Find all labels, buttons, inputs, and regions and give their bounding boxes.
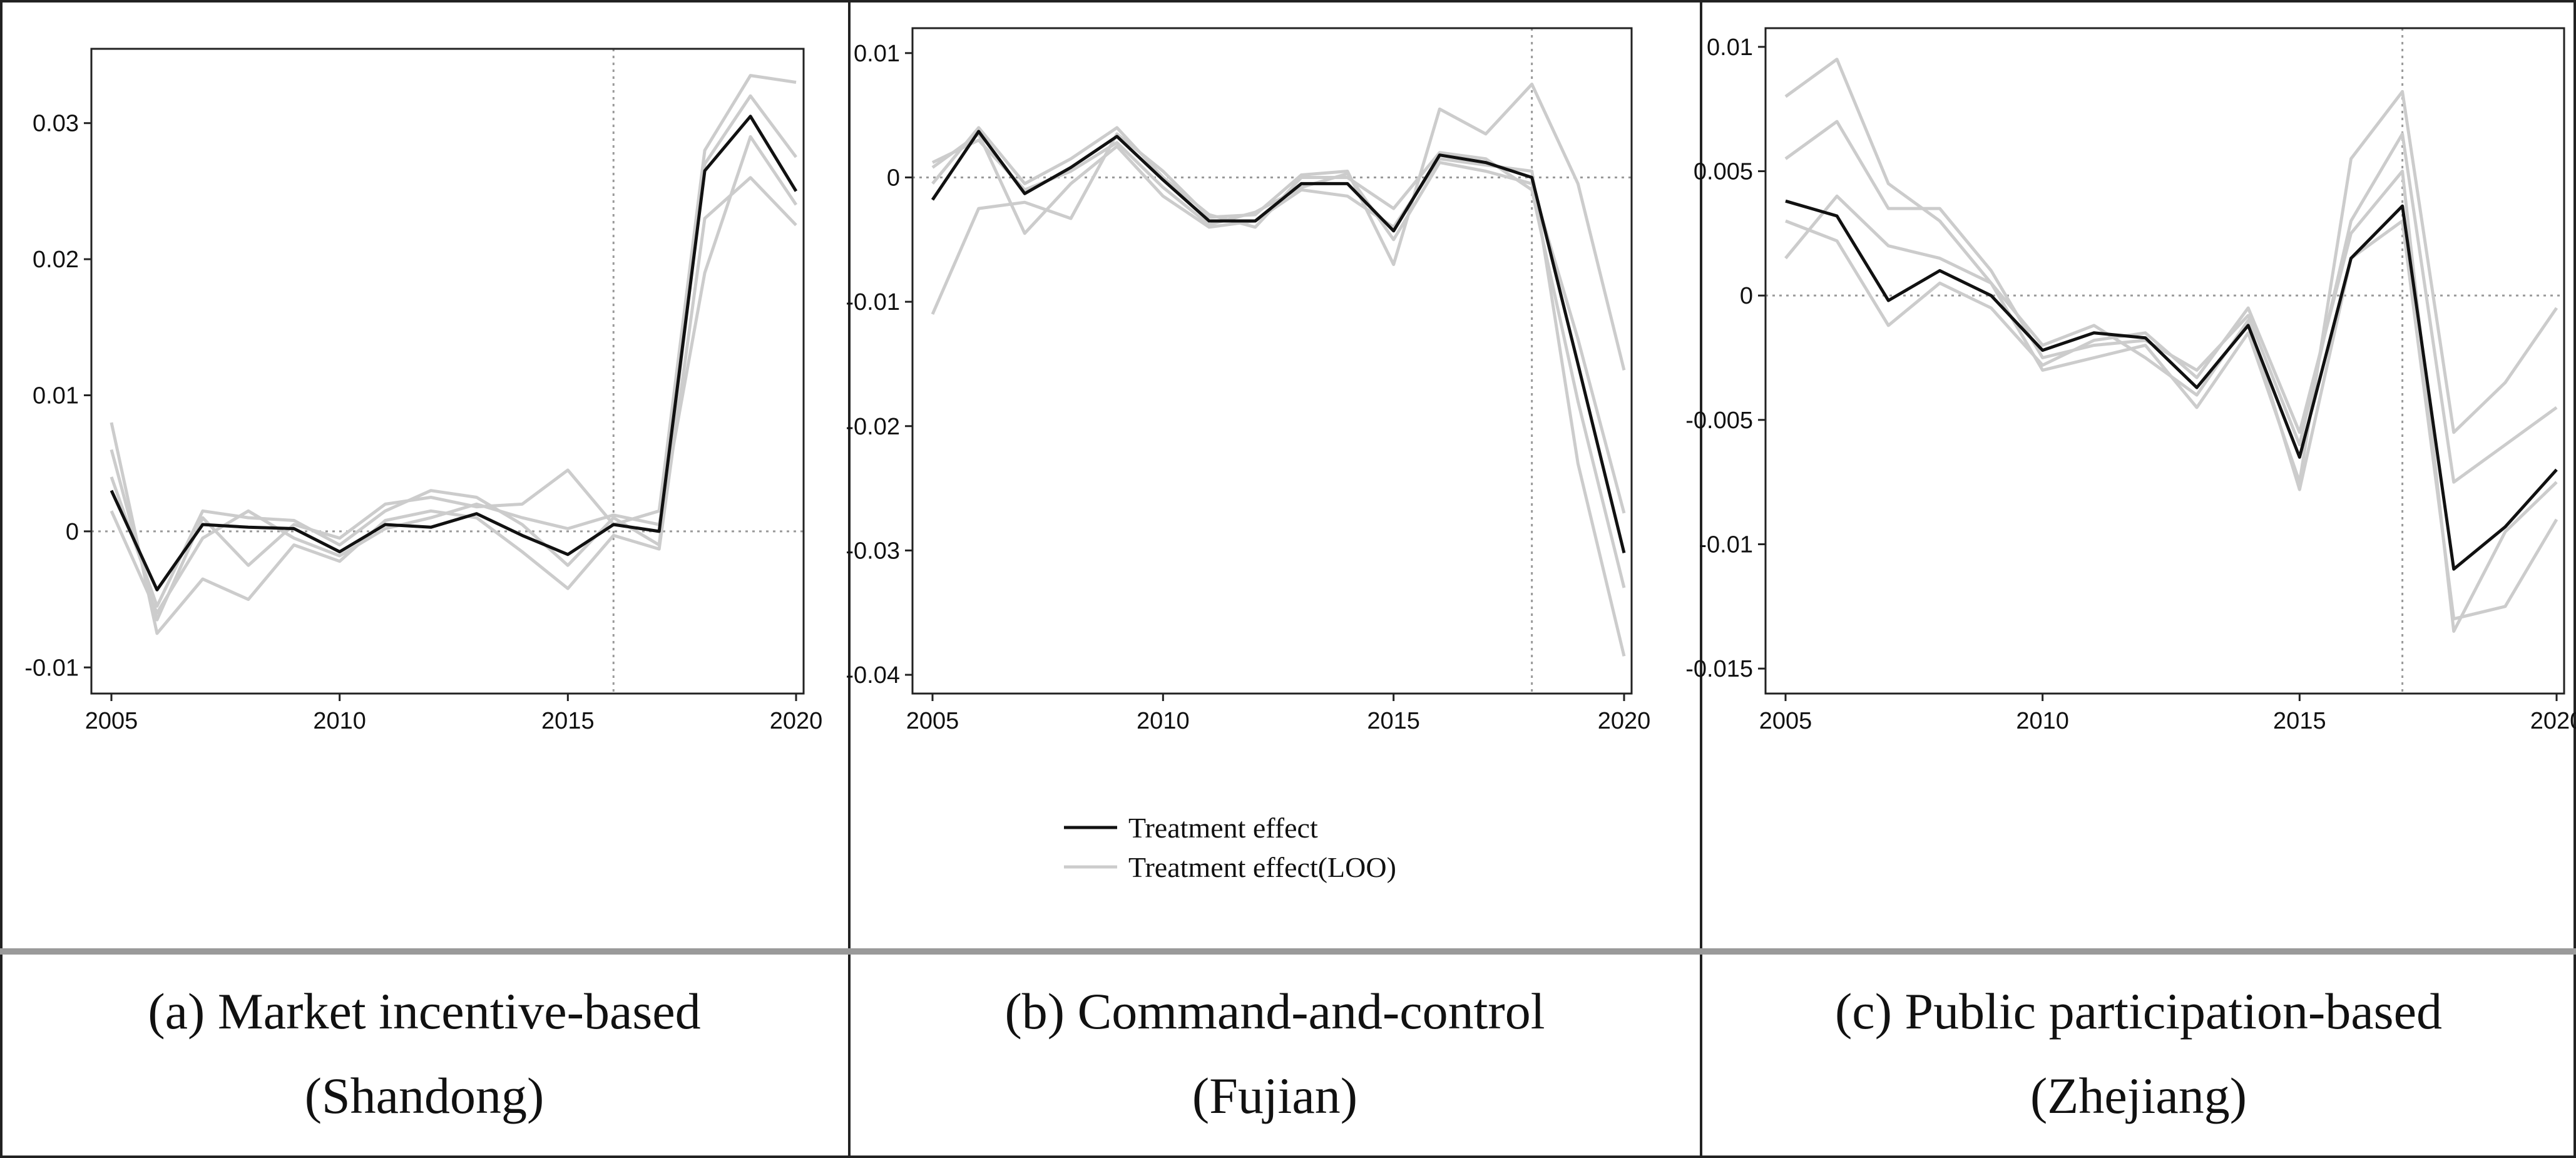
y-tick-label: 0.005 [1694,159,1753,185]
x-tick-label: 2010 [2016,708,2069,734]
caption-b-province: (Fujian) [1192,1067,1357,1124]
y-tick-label: 0 [1740,283,1753,309]
panel-a: -0.01 0 0.01 0.02 0.03 2005 2010 2015 2020 [24,48,823,734]
series-line-treatment-effect-loo-1 [931,83,1626,371]
y-tick-label: -0.015 [1685,656,1753,682]
y-tick-label: -0.005 [1685,407,1753,434]
series-line-treatment-effect-loo-2 [1784,120,2558,484]
panel-c: -0.015 -0.01 -0.005 0 0.005 0.01 2005 2010 2015 2… [1685,27,2576,734]
y-tick-label: -0.01 [24,655,79,681]
legend-label-treatment-effect-loo: Treatment effect(LOO) [1128,851,1396,883]
caption-c-province: (Zhejiang) [2030,1067,2247,1124]
y-tick-label: 0 [887,165,900,191]
x-tick-label: 2015 [2273,708,2326,734]
series-line-treatment-effect [1785,199,2558,571]
series-line-treatment-effect-loo-4 [1785,170,2558,633]
y-tick-label: 0.01 [1707,34,1753,61]
x-tick-label: 2015 [541,708,595,734]
y-tick-label: -0.01 [1699,531,1753,558]
x-tick-label: 2020 [2530,708,2576,734]
legend: Treatment effect Treatment effect(LOO) [1064,812,1396,883]
y-tick-label: 0.01 [33,382,79,409]
y-tick-label: 0.01 [854,41,900,67]
series-line-treatment-effect-loo-1 [110,176,797,635]
series-line-treatment-effect-loo-4 [110,135,798,615]
plot-frame [1764,27,2565,695]
series-line-treatment-effect [110,115,798,592]
plot-frame [90,48,805,695]
plot-frame [911,27,1633,695]
x-tick-label: 2005 [1759,708,1812,734]
x-tick-label: 2020 [770,708,823,734]
y-tick-label: -0.03 [846,538,900,564]
x-tick-label: 2005 [906,708,959,734]
y-tick-label: -0.04 [846,662,900,689]
series-line-treatment-effect-loo-1 [1784,58,2558,484]
caption-b-title: (b) Command-and-control [1004,983,1545,1040]
series-line-treatment-effect-loo-3 [1784,194,2558,621]
x-tick-label: 2015 [1367,708,1420,734]
series-line-treatment-effect [931,130,1626,553]
y-tick-label: -0.02 [846,414,900,440]
y-tick-label: -0.01 [846,289,900,315]
series-line-treatment-effect-loo-2 [110,74,797,622]
x-tick-label: 2020 [1598,708,1651,734]
y-tick-label: 0.02 [33,247,79,273]
caption-c-title: (c) Public participation-based [1835,983,2442,1040]
legend-label-treatment-effect: Treatment effect [1128,812,1318,844]
series-line-treatment-effect-loo-2 [931,132,1626,657]
y-tick-label: 0.03 [33,111,79,137]
x-tick-label: 2010 [313,708,366,734]
x-tick-label: 2005 [85,708,138,734]
caption-a-title: (a) Market incentive-based [148,983,700,1040]
x-tick-label: 2010 [1137,708,1190,734]
panel-b: -0.04 -0.03 -0.02 -0.01 0 0.01 2005 2010 2015 202… [846,27,1651,734]
y-tick-label: 0 [66,519,79,545]
caption-a-province: (Shandong) [305,1067,544,1124]
